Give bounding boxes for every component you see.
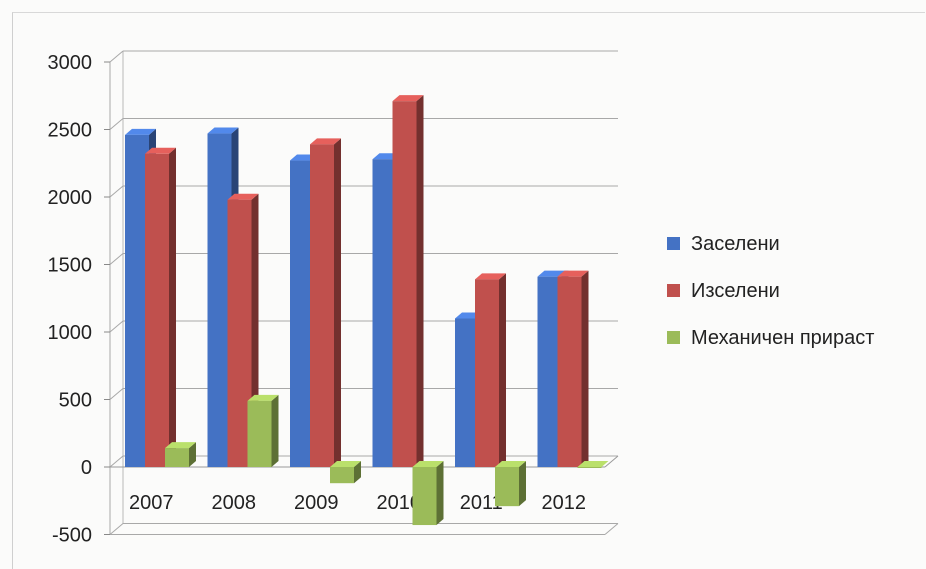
bar-side bbox=[334, 138, 341, 467]
bar-side bbox=[499, 273, 506, 467]
bar-front bbox=[412, 467, 437, 526]
bar bbox=[577, 461, 609, 468]
bar-side bbox=[416, 95, 424, 468]
bar-side bbox=[581, 270, 589, 467]
x-tick-label: 2011 bbox=[460, 492, 503, 514]
bar bbox=[145, 147, 176, 468]
legend-swatch bbox=[667, 237, 680, 250]
bar-top bbox=[165, 442, 196, 449]
grid-depth-line bbox=[109, 455, 124, 468]
bar-side bbox=[354, 461, 361, 484]
legend-swatch bbox=[667, 331, 680, 344]
legend: Заселени Изселени Механичен прираст bbox=[667, 233, 874, 349]
bar bbox=[495, 461, 526, 507]
bar bbox=[310, 138, 341, 467]
y-tick-label: 1500 bbox=[48, 255, 93, 277]
bar-top bbox=[310, 138, 341, 145]
grid-depth-line bbox=[109, 50, 124, 63]
bar bbox=[412, 461, 444, 526]
bar-front bbox=[165, 448, 189, 467]
bar-front bbox=[247, 400, 272, 467]
y-tick-label: 2500 bbox=[48, 120, 93, 142]
bar-front bbox=[145, 153, 169, 468]
grid-depth-line bbox=[109, 253, 124, 265]
bar-top bbox=[247, 394, 279, 401]
bar-top bbox=[392, 95, 424, 102]
y-tick-label: 0 bbox=[81, 457, 92, 479]
bar-top bbox=[557, 270, 589, 277]
y-tick-label: 3000 bbox=[48, 52, 93, 74]
bar-top bbox=[125, 128, 156, 135]
x-tick-label: 2007 bbox=[129, 492, 174, 514]
bar-side bbox=[436, 461, 444, 526]
x-tick-label: 2012 bbox=[542, 492, 587, 514]
bar bbox=[475, 273, 506, 467]
bar-top bbox=[330, 461, 361, 467]
grid-depth-line bbox=[109, 388, 124, 400]
grid-depth-line bbox=[109, 118, 124, 130]
y-tick-label: 500 bbox=[59, 390, 92, 412]
bar-side bbox=[519, 461, 526, 507]
y-tick-label: 2000 bbox=[48, 187, 93, 209]
bar-side bbox=[169, 147, 176, 468]
bar-front bbox=[310, 144, 334, 467]
bar bbox=[247, 394, 279, 467]
bar-front bbox=[475, 279, 499, 467]
x-axis-depth-line bbox=[604, 455, 619, 468]
grid-depth-line bbox=[109, 185, 124, 198]
bar-front bbox=[330, 467, 354, 484]
bar bbox=[165, 442, 196, 467]
bar-front bbox=[392, 101, 417, 468]
chart-frame bbox=[12, 12, 925, 569]
grid-depth-line bbox=[109, 320, 124, 333]
bar bbox=[330, 461, 361, 484]
bar-front bbox=[557, 276, 582, 467]
bar-top bbox=[227, 193, 259, 200]
bar-side bbox=[189, 442, 196, 467]
legend-swatch bbox=[667, 284, 680, 297]
bar-top bbox=[207, 127, 239, 134]
bar bbox=[392, 95, 424, 468]
grid-depth-line bbox=[109, 523, 124, 535]
bar-top bbox=[577, 461, 609, 467]
legend-label: Изселени bbox=[691, 280, 780, 302]
bar-front bbox=[495, 467, 519, 507]
bar bbox=[557, 270, 589, 467]
bars bbox=[125, 95, 609, 526]
y-tick-label: -500 bbox=[52, 525, 92, 547]
legend-label: Механичен прираст bbox=[691, 327, 874, 349]
bar-top bbox=[412, 461, 444, 467]
x-tick-label: 2010 bbox=[377, 492, 422, 514]
floor-side-edge bbox=[604, 523, 619, 535]
bar-top bbox=[495, 461, 526, 467]
x-tick-label: 2008 bbox=[212, 492, 257, 514]
legend-label: Заселени bbox=[691, 233, 780, 255]
bar-top bbox=[145, 147, 176, 154]
bar-top bbox=[475, 273, 506, 280]
x-tick-label: 2009 bbox=[294, 492, 339, 514]
axis-labels: -500 0 500 1000 1500 2000 2500 3000 2007 2008 2009… bbox=[48, 52, 587, 547]
bar-side bbox=[271, 394, 279, 467]
bar-front bbox=[577, 467, 602, 468]
gridlines bbox=[104, 50, 619, 535]
y-tick-label: 1000 bbox=[48, 322, 93, 344]
